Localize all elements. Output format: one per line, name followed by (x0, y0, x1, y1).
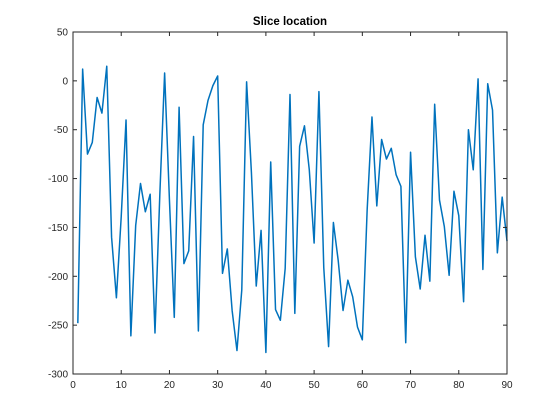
x-tick-label: 40 (260, 380, 272, 391)
y-tick-label: 0 (62, 76, 68, 87)
y-tick-label: 50 (57, 28, 69, 39)
chart-title: Slice location (253, 16, 327, 28)
x-tick-label: 90 (501, 380, 513, 391)
x-tick-label: 70 (405, 380, 417, 391)
plot-area-background (73, 32, 507, 374)
x-tick-label: 20 (164, 380, 176, 391)
x-tick-label: 50 (309, 380, 321, 391)
x-tick-label: 80 (453, 380, 465, 391)
x-tick-label: 0 (70, 380, 76, 391)
x-tick-label: 30 (212, 380, 224, 391)
y-tick-label: -250 (48, 321, 68, 332)
series-line-0 (77, 65, 508, 354)
series-layer (77, 65, 508, 354)
x-tick-label: 60 (357, 380, 369, 391)
x-tick-label: 10 (116, 380, 128, 391)
axes-box (72, 31, 508, 375)
y-tick-label: -200 (48, 272, 68, 283)
y-tick-label: -300 (48, 370, 68, 381)
y-tick-label: -150 (48, 223, 68, 234)
y-tick-label: -50 (54, 125, 69, 136)
axes-layer: 0 10 20 30 40 50 60 70 80 90 50 0 -50 -100 -150 -200 -25… (48, 28, 513, 392)
y-tick-label: -100 (48, 174, 68, 185)
